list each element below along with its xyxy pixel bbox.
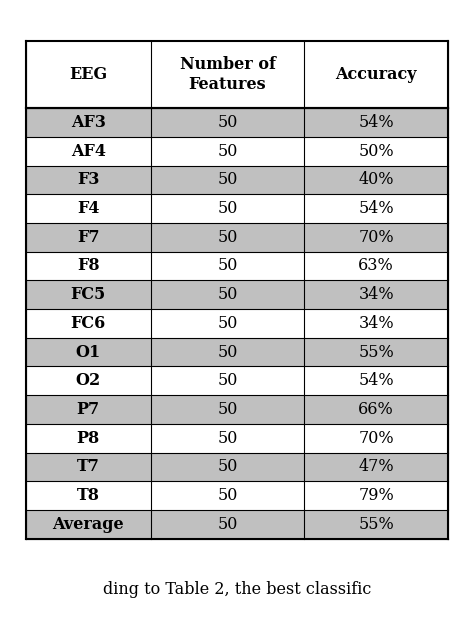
Bar — [151, 481, 304, 510]
Text: ding to Table 2, the best classific: ding to Table 2, the best classific — [103, 581, 371, 597]
Text: 70%: 70% — [358, 430, 394, 447]
Text: F7: F7 — [77, 229, 100, 246]
Bar — [151, 166, 304, 194]
Bar — [304, 41, 448, 108]
Bar — [151, 194, 304, 223]
Text: T8: T8 — [77, 487, 100, 504]
Bar — [151, 510, 304, 539]
Text: 50: 50 — [217, 142, 237, 159]
Text: 70%: 70% — [358, 229, 394, 246]
Bar — [304, 223, 448, 251]
Bar — [26, 338, 151, 367]
Bar — [26, 452, 151, 481]
Bar — [304, 510, 448, 539]
Text: 50: 50 — [217, 315, 237, 332]
Bar — [26, 108, 151, 137]
Text: EEG: EEG — [69, 66, 107, 83]
Text: 50: 50 — [217, 430, 237, 447]
Bar — [304, 194, 448, 223]
Text: FC5: FC5 — [71, 286, 106, 303]
Text: 50: 50 — [217, 487, 237, 504]
Bar — [26, 395, 151, 424]
Bar — [151, 309, 304, 338]
Text: 50: 50 — [217, 343, 237, 360]
Bar — [151, 137, 304, 166]
Bar — [26, 510, 151, 539]
Bar — [26, 137, 151, 166]
Bar — [26, 481, 151, 510]
Text: Accuracy: Accuracy — [336, 66, 417, 83]
Text: 50: 50 — [217, 171, 237, 188]
Text: 50: 50 — [217, 286, 237, 303]
Text: 50: 50 — [217, 401, 237, 418]
Bar — [26, 251, 151, 280]
Text: P7: P7 — [77, 401, 100, 418]
Bar — [151, 367, 304, 395]
Bar — [304, 108, 448, 137]
Bar — [26, 280, 151, 309]
Text: 47%: 47% — [358, 459, 394, 476]
Bar — [304, 309, 448, 338]
Text: 63%: 63% — [358, 258, 394, 275]
Text: 55%: 55% — [358, 343, 394, 360]
Text: 50: 50 — [217, 516, 237, 533]
Bar — [151, 424, 304, 452]
Text: F8: F8 — [77, 258, 100, 275]
Bar — [151, 251, 304, 280]
Text: 50%: 50% — [358, 142, 394, 159]
Text: 55%: 55% — [358, 516, 394, 533]
Bar — [151, 41, 304, 108]
Text: FC6: FC6 — [71, 315, 106, 332]
Text: T7: T7 — [77, 459, 100, 476]
Bar — [151, 395, 304, 424]
Bar — [304, 452, 448, 481]
Bar — [26, 223, 151, 251]
Text: O1: O1 — [76, 343, 101, 360]
Text: 50: 50 — [217, 200, 237, 217]
Bar — [151, 280, 304, 309]
Bar — [304, 137, 448, 166]
Bar — [304, 367, 448, 395]
Text: 34%: 34% — [358, 286, 394, 303]
Bar — [304, 280, 448, 309]
Text: F3: F3 — [77, 171, 100, 188]
Text: AF3: AF3 — [71, 114, 106, 131]
Text: 50: 50 — [217, 459, 237, 476]
Text: 50: 50 — [217, 114, 237, 131]
Bar — [151, 108, 304, 137]
Text: 54%: 54% — [358, 114, 394, 131]
Text: P8: P8 — [77, 430, 100, 447]
Text: 50: 50 — [217, 372, 237, 389]
Bar — [304, 481, 448, 510]
Text: Average: Average — [53, 516, 124, 533]
Bar — [26, 41, 151, 108]
Bar — [26, 424, 151, 452]
Text: Number of
Features: Number of Features — [180, 56, 275, 93]
Bar — [26, 166, 151, 194]
Bar — [151, 223, 304, 251]
Bar — [304, 338, 448, 367]
Bar — [151, 452, 304, 481]
Bar — [26, 367, 151, 395]
Bar — [151, 338, 304, 367]
Text: 79%: 79% — [358, 487, 394, 504]
Text: F4: F4 — [77, 200, 100, 217]
Bar — [26, 309, 151, 338]
Text: 66%: 66% — [358, 401, 394, 418]
Text: AF4: AF4 — [71, 142, 106, 159]
Bar — [26, 194, 151, 223]
Text: 54%: 54% — [358, 200, 394, 217]
Text: 54%: 54% — [358, 372, 394, 389]
Text: 34%: 34% — [358, 315, 394, 332]
Bar — [304, 251, 448, 280]
Bar — [304, 166, 448, 194]
Text: 50: 50 — [217, 258, 237, 275]
Bar — [304, 424, 448, 452]
Text: 50: 50 — [217, 229, 237, 246]
Bar — [304, 395, 448, 424]
Text: 40%: 40% — [358, 171, 394, 188]
Text: O2: O2 — [76, 372, 101, 389]
